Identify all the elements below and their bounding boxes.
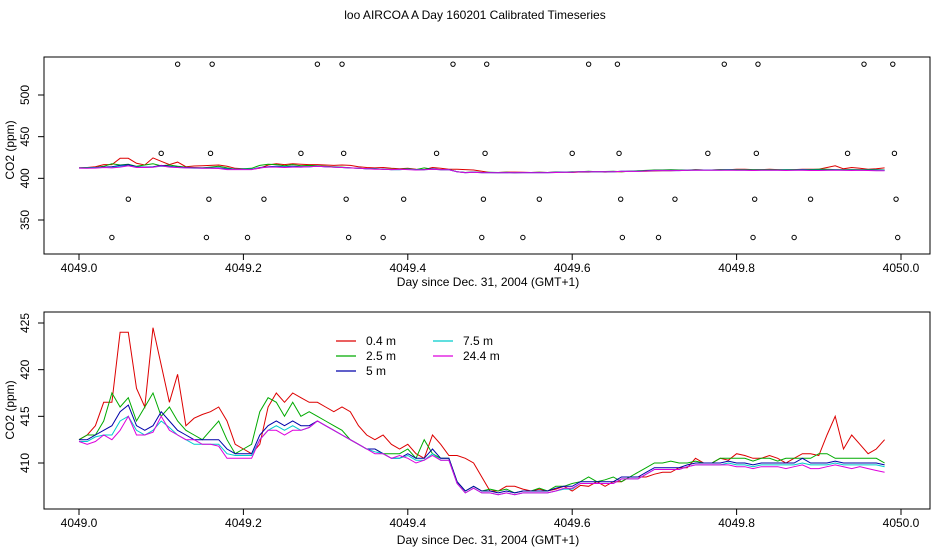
scatter-point bbox=[861, 61, 867, 67]
x-tick-label: 4049.4 bbox=[389, 261, 426, 275]
series-line bbox=[78, 327, 885, 492]
scatter-point bbox=[614, 61, 621, 67]
x-tick-label: 4050.0 bbox=[883, 516, 920, 530]
legend-label: 24.4 m bbox=[463, 349, 500, 363]
x-tick-label: 4050.0 bbox=[883, 261, 920, 275]
scatter-point bbox=[750, 234, 756, 241]
scatter-point bbox=[109, 234, 115, 241]
scatter-point bbox=[207, 150, 214, 157]
scatter-point bbox=[753, 150, 760, 157]
scatter-point bbox=[314, 61, 321, 67]
scatter-point bbox=[174, 61, 181, 67]
x-tick-label: 4049.6 bbox=[554, 261, 591, 275]
x-tick-label: 4049.6 bbox=[554, 516, 591, 530]
scatter-point bbox=[569, 150, 575, 157]
scatter-point bbox=[755, 61, 761, 67]
scatter-point bbox=[480, 196, 487, 202]
scatter-point bbox=[450, 61, 456, 67]
scatter-point bbox=[791, 234, 797, 241]
top-y-axis-label: CO2 (ppm) bbox=[3, 120, 17, 179]
scatter-point bbox=[482, 150, 488, 157]
scatter-point bbox=[298, 150, 304, 157]
bottom-y-axis: 410 415 420 425 bbox=[18, 313, 45, 473]
scatter-point bbox=[261, 196, 267, 202]
x-tick-label: 4049.4 bbox=[389, 516, 426, 530]
scatter-point bbox=[895, 234, 901, 241]
y-tick-label: 415 bbox=[18, 406, 32, 426]
top-y-axis: 350 400 450 500 bbox=[18, 85, 45, 230]
scatter-point bbox=[203, 234, 210, 241]
scatter-point bbox=[400, 196, 407, 202]
scatter-point bbox=[206, 196, 212, 202]
top-x-axis: 4049.0 4049.2 4049.4 4049.6 4049.8 4050.0 bbox=[61, 253, 920, 275]
top-series-line bbox=[78, 165, 885, 174]
scatter-point bbox=[619, 234, 626, 241]
x-tick-label: 4049.0 bbox=[61, 516, 98, 530]
scatter-point bbox=[244, 234, 251, 241]
bottom-y-axis-label: CO2 (ppm) bbox=[3, 380, 17, 439]
scatter-point bbox=[484, 61, 490, 67]
scatter-point bbox=[655, 234, 662, 241]
scatter-point bbox=[616, 150, 622, 157]
y-tick-label: 450 bbox=[18, 126, 32, 146]
y-tick-label: 410 bbox=[18, 453, 32, 473]
scatter-point bbox=[893, 196, 899, 202]
scatter-point bbox=[751, 196, 758, 202]
x-tick-label: 4049.2 bbox=[225, 516, 262, 530]
y-tick-label: 350 bbox=[18, 210, 32, 230]
bottom-x-axis-label: Day since Dec. 31, 2004 (GMT+1) bbox=[397, 533, 579, 547]
y-tick-label: 420 bbox=[18, 359, 32, 379]
scatter-point bbox=[585, 61, 592, 67]
legend-label: 0.4 m bbox=[366, 334, 396, 348]
y-tick-label: 400 bbox=[18, 168, 32, 188]
legend-label: 7.5 m bbox=[463, 334, 493, 348]
series-line bbox=[78, 415, 885, 496]
y-tick-label: 425 bbox=[18, 313, 32, 333]
bottom-panel: 4049.0 4049.2 4049.4 4049.6 4049.8 4050.0 410… bbox=[3, 311, 931, 547]
scatter-point bbox=[672, 196, 678, 202]
scatter-point bbox=[479, 234, 485, 241]
scatter-point bbox=[705, 150, 711, 157]
scatter-point bbox=[125, 196, 132, 202]
scatter-point bbox=[209, 61, 215, 67]
scatter-point bbox=[380, 234, 386, 241]
legend-label: 5 m bbox=[366, 364, 386, 378]
scatter-point bbox=[433, 150, 440, 157]
legend-label: 2.5 m bbox=[366, 349, 396, 363]
scatter-point bbox=[158, 150, 164, 157]
legend: 0.4 m2.5 m5 m 7.5 m24.4 m bbox=[336, 334, 500, 378]
bottom-x-axis: 4049.0 4049.2 4049.4 4049.6 4049.8 4050.0 bbox=[61, 508, 920, 530]
scatter-point bbox=[721, 61, 727, 67]
series-line bbox=[79, 404, 885, 494]
scatter-point bbox=[807, 196, 814, 202]
scatter-point bbox=[520, 234, 526, 241]
scatter-point bbox=[891, 150, 898, 157]
top-series-lines bbox=[78, 157, 885, 174]
x-tick-label: 4049.0 bbox=[61, 261, 98, 275]
x-tick-label: 4049.8 bbox=[718, 516, 755, 530]
top-x-axis-label: Day since Dec. 31, 2004 (GMT+1) bbox=[397, 275, 579, 289]
x-tick-label: 4049.2 bbox=[225, 261, 262, 275]
series-line bbox=[79, 415, 885, 496]
chart-title: loo AIRCOA A Day 160201 Calibrated Times… bbox=[344, 8, 606, 22]
scatter-point bbox=[340, 150, 347, 157]
scatter-point bbox=[617, 196, 624, 202]
top-plot-frame bbox=[43, 56, 931, 255]
bottom-series-lines bbox=[78, 327, 885, 496]
scatter-point bbox=[536, 196, 543, 202]
top-scatter-points bbox=[109, 61, 901, 241]
scatter-point bbox=[339, 61, 345, 67]
y-tick-label: 500 bbox=[18, 85, 32, 105]
scatter-point bbox=[844, 150, 851, 157]
x-tick-label: 4049.8 bbox=[718, 261, 755, 275]
scatter-point bbox=[890, 61, 896, 67]
scatter-point bbox=[343, 196, 349, 202]
top-panel: 4049.0 4049.2 4049.4 4049.6 4049.8 4050.0 350… bbox=[3, 56, 931, 289]
scatter-point bbox=[345, 234, 352, 241]
